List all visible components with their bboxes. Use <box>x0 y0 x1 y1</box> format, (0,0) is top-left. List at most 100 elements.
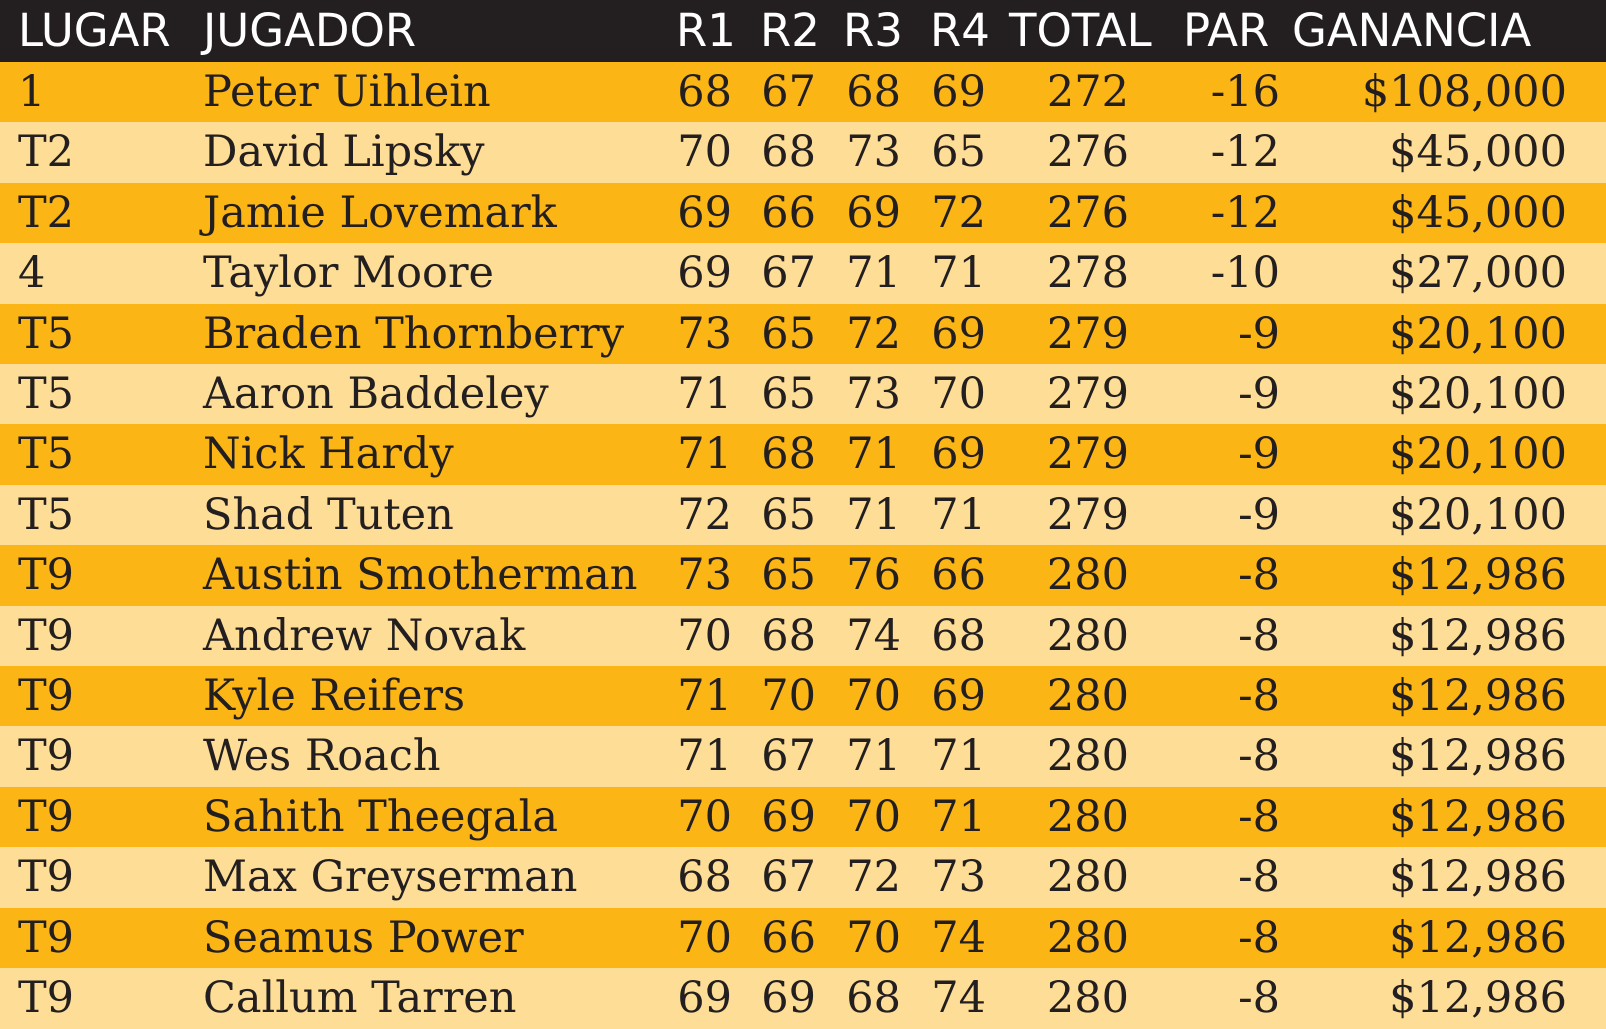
par-cell: -8 <box>1238 610 1280 661</box>
par-cell: -8 <box>1238 671 1280 721</box>
total-cell: 279 <box>1046 429 1129 480</box>
player-cell: Callum Tarren <box>203 973 517 1023</box>
round-4-cell: 71 <box>931 791 986 842</box>
round-3-cell: 68 <box>846 67 901 117</box>
total-cell: 279 <box>1046 369 1129 419</box>
column-header: GANANCIA <box>1292 4 1532 57</box>
total-cell: 280 <box>1046 550 1129 601</box>
place-cell: T5 <box>18 308 75 359</box>
column-header: R3 <box>843 4 903 57</box>
column-header: R1 <box>676 4 736 57</box>
earnings-cell: $12,986 <box>1389 610 1567 661</box>
round-2-cell: 66 <box>761 187 816 238</box>
earnings-cell: $20,100 <box>1389 429 1567 480</box>
round-4-cell: 74 <box>931 912 986 963</box>
round-2-cell: 65 <box>761 308 816 359</box>
round-2-cell: 67 <box>761 731 816 782</box>
round-3-cell: 71 <box>846 248 901 299</box>
earnings-cell: $12,986 <box>1389 550 1567 601</box>
round-2-cell: 68 <box>761 127 816 178</box>
earnings-cell: $12,986 <box>1389 791 1567 842</box>
player-row: T9 Seamus Power 70 66 70 74 280 -8 $12,986 <box>0 907 1606 968</box>
earnings-cell: $108,000 <box>1361 67 1567 117</box>
player-cell: David Lipsky <box>203 127 485 178</box>
earnings-cell: $12,986 <box>1389 731 1567 782</box>
player-row: T2 Jamie Lovemark 69 66 69 72 276 -12 $45,000 <box>0 182 1606 244</box>
place-cell: T5 <box>18 489 75 540</box>
player-row: T9 Austin Smotherman 73 65 76 66 280 -8 $12,986 <box>0 545 1606 606</box>
round-2-cell: 67 <box>761 852 816 903</box>
earnings-cell: $45,000 <box>1389 127 1567 178</box>
round-1-cell: 69 <box>677 248 732 299</box>
round-2-cell: 65 <box>761 369 816 419</box>
round-3-cell: 72 <box>846 308 901 359</box>
round-3-cell: 71 <box>846 489 901 540</box>
round-4-cell: 69 <box>931 671 986 721</box>
round-4-cell: 65 <box>931 127 986 178</box>
round-3-cell: 73 <box>846 369 901 419</box>
column-header: TOTAL <box>1009 4 1152 57</box>
par-cell: -8 <box>1238 550 1280 601</box>
player-cell: Kyle Reifers <box>203 671 466 721</box>
earnings-cell: $27,000 <box>1389 248 1567 299</box>
earnings-cell: $12,986 <box>1389 973 1567 1023</box>
par-cell: -9 <box>1238 369 1280 419</box>
round-1-cell: 69 <box>677 973 732 1023</box>
round-3-cell: 71 <box>846 429 901 480</box>
place-cell: T9 <box>18 671 75 721</box>
par-cell: -8 <box>1238 973 1280 1023</box>
place-cell: T9 <box>18 973 75 1023</box>
player-cell: Sahith Theegala <box>203 791 559 842</box>
total-cell: 280 <box>1046 610 1129 661</box>
total-cell: 272 <box>1046 67 1129 117</box>
round-2-cell: 65 <box>761 550 816 601</box>
round-4-cell: 69 <box>931 308 986 359</box>
round-2-cell: 69 <box>761 791 816 842</box>
round-1-cell: 69 <box>677 187 732 238</box>
player-row: T9 Wes Roach 71 67 71 71 280 -8 $12,986 <box>0 726 1606 787</box>
round-1-cell: 73 <box>677 308 732 359</box>
player-row: T9 Sahith Theegala 70 69 70 71 280 -8 $12,986 <box>0 786 1606 848</box>
player-cell: Jamie Lovemark <box>203 187 557 238</box>
player-row: T9 Max Greyserman 68 67 72 73 280 -8 $12,986 <box>0 847 1606 908</box>
player-row: T2 David Lipsky 70 68 73 65 276 -12 $45,000 <box>0 122 1606 183</box>
player-row: 1 Peter Uihlein 68 67 68 69 272 -16 $108,000 <box>0 62 1606 123</box>
player-row: T9 Callum Tarren 69 69 68 74 280 -8 $12,986 <box>0 968 1606 1029</box>
round-2-cell: 66 <box>761 912 816 963</box>
round-4-cell: 69 <box>931 67 986 117</box>
round-4-cell: 71 <box>931 248 986 299</box>
place-cell: T2 <box>18 127 75 178</box>
total-cell: 279 <box>1046 308 1129 359</box>
round-1-cell: 71 <box>677 671 732 721</box>
total-cell: 279 <box>1046 489 1129 540</box>
round-3-cell: 76 <box>846 550 901 601</box>
round-3-cell: 70 <box>846 671 901 721</box>
round-3-cell: 70 <box>846 791 901 842</box>
round-3-cell: 74 <box>846 610 901 661</box>
round-1-cell: 68 <box>677 67 732 117</box>
player-row: T5 Braden Thornberry 73 65 72 69 279 -9 $20,100 <box>0 303 1606 364</box>
place-cell: T5 <box>18 429 75 480</box>
round-2-cell: 65 <box>761 489 816 540</box>
round-4-cell: 71 <box>931 731 986 782</box>
player-cell: Braden Thornberry <box>203 308 625 359</box>
round-1-cell: 70 <box>677 610 732 661</box>
round-2-cell: 70 <box>761 671 816 721</box>
round-4-cell: 74 <box>931 973 986 1023</box>
round-4-cell: 69 <box>931 429 986 480</box>
place-cell: T9 <box>18 791 75 842</box>
player-cell: Peter Uihlein <box>203 67 491 117</box>
par-cell: -12 <box>1210 127 1280 178</box>
place-cell: T9 <box>18 852 75 903</box>
round-2-cell: 67 <box>761 248 816 299</box>
total-cell: 280 <box>1046 671 1129 721</box>
earnings-cell: $12,986 <box>1389 671 1567 721</box>
total-cell: 278 <box>1046 248 1129 299</box>
earnings-cell: $20,100 <box>1389 308 1567 359</box>
player-row: 4 Taylor Moore 69 67 71 71 278 -10 $27,000 <box>0 243 1606 304</box>
place-cell: T5 <box>18 369 75 419</box>
total-cell: 280 <box>1046 973 1129 1023</box>
column-header: R4 <box>930 4 990 57</box>
player-cell: Aaron Baddeley <box>203 369 549 419</box>
column-header: R2 <box>760 4 820 57</box>
